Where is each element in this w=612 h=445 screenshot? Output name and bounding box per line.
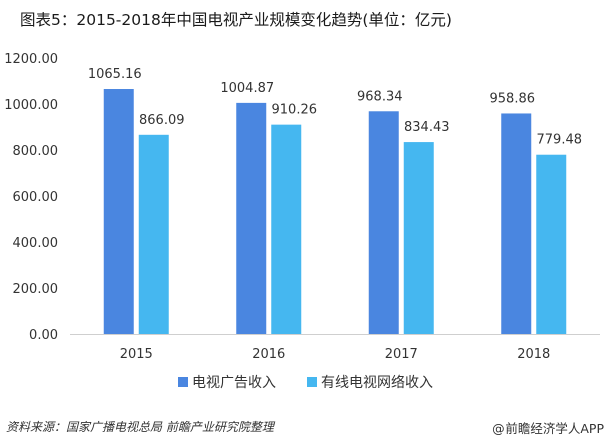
y-tick-label: 0.00 bbox=[29, 328, 58, 343]
bar-tv-ad-2017 bbox=[368, 111, 399, 334]
y-tick-label: 1200.00 bbox=[4, 52, 58, 67]
data-label: 968.34 bbox=[357, 89, 403, 104]
y-tick-label: 600.00 bbox=[13, 190, 59, 205]
y-tick-label: 400.00 bbox=[13, 236, 59, 251]
bar-cable-network-2015 bbox=[138, 134, 169, 334]
data-label: 910.26 bbox=[272, 103, 318, 118]
y-tick-label: 1000.00 bbox=[4, 98, 58, 113]
x-tick-label: 2016 bbox=[252, 347, 285, 362]
bar-cable-network-2016 bbox=[271, 124, 302, 334]
y-tick-label: 800.00 bbox=[13, 144, 59, 159]
x-tick-label: 2017 bbox=[385, 347, 418, 362]
source-note: 资料来源：国家广播电视总局 前瞻产业研究院整理 bbox=[6, 420, 274, 434]
at-sign-icon: @ bbox=[492, 421, 505, 436]
bar-tv-ad-2015 bbox=[103, 89, 134, 334]
bar-tv-ad-2016 bbox=[236, 102, 267, 334]
data-label: 866.09 bbox=[139, 113, 185, 128]
data-label: 779.48 bbox=[537, 133, 583, 148]
bar-cable-network-2017 bbox=[403, 142, 434, 334]
y-tick-label: 200.00 bbox=[13, 282, 59, 297]
data-label: 958.86 bbox=[490, 91, 536, 106]
brand-credit: @前瞻经济学人APP bbox=[491, 418, 604, 437]
chart-title: 图表5：2015-2018年中国电视产业规模变化趋势(单位：亿元) bbox=[20, 11, 452, 29]
data-label: 834.43 bbox=[404, 120, 450, 135]
legend-swatch bbox=[307, 377, 317, 387]
data-label: 1065.16 bbox=[88, 67, 142, 82]
legend-label: 有线电视网络收入 bbox=[321, 375, 433, 391]
legend-swatch bbox=[178, 377, 188, 387]
x-tick-label: 2018 bbox=[517, 347, 550, 362]
data-label: 1004.87 bbox=[220, 81, 274, 96]
x-tick-label: 2015 bbox=[120, 347, 153, 362]
brand-name: 前瞻经济学人APP bbox=[505, 421, 604, 436]
legend-label: 电视广告收入 bbox=[192, 375, 276, 391]
bar-tv-ad-2018 bbox=[501, 113, 532, 335]
bar-cable-network-2018 bbox=[536, 154, 567, 334]
